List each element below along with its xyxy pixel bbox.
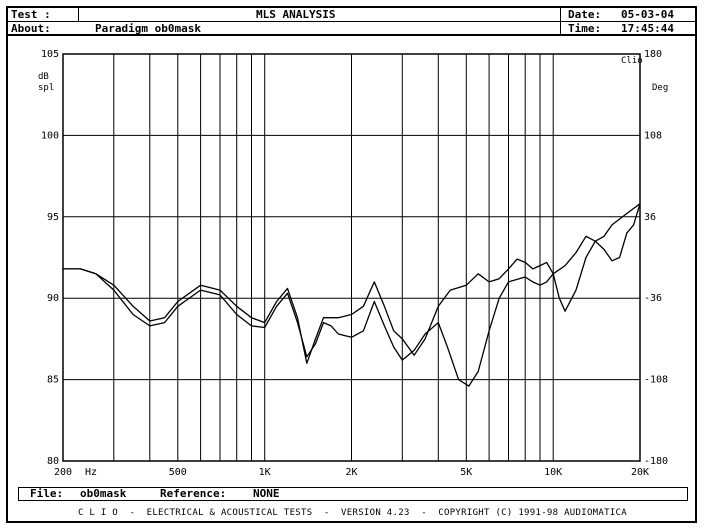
about-label: About:: [11, 22, 51, 35]
tick-label-layer: 105 100 95 90 85 80 180 108 36 -36 -108 -180 200 500 1…: [41, 49, 668, 478]
header-midline: [6, 21, 697, 22]
y-tick-label: 85: [47, 375, 59, 386]
page-title: MLS ANALYSIS: [256, 8, 336, 21]
x-tick-label: 500: [169, 467, 187, 478]
status-bar: C L I O - ELECTRICAL & ACOUSTICAL TESTS …: [78, 508, 627, 518]
y-tick-label: 90: [47, 293, 59, 304]
x-tick-label: 10K: [544, 467, 562, 478]
reference-label: Reference:: [160, 487, 227, 500]
x-tick-label: 20K: [631, 467, 649, 478]
y-axis-label-db: dB: [38, 72, 49, 82]
series-line-2: [63, 203, 641, 364]
header-title-separator: [78, 6, 79, 21]
y2-tick-label: 180: [644, 49, 662, 60]
y2-tick-label: 36: [644, 212, 656, 223]
y2-tick-label: -108: [644, 375, 668, 386]
y-tick-label: 95: [47, 212, 59, 223]
time-label: Time:: [568, 22, 602, 35]
about-value: Paradigm ob0mask: [95, 22, 201, 35]
y2-tick-label: -36: [644, 293, 662, 304]
corner-label: Clio: [621, 56, 643, 66]
y2-tick-label: -180: [644, 456, 668, 467]
file-label: File:: [30, 487, 64, 500]
x-tick-label: 2K: [345, 467, 357, 478]
x-tick-label: 5K: [460, 467, 472, 478]
x-tick-label: 1K: [259, 467, 271, 478]
y-tick-label: 100: [41, 130, 59, 141]
date-value: 05-03-04: [621, 8, 674, 21]
file-info-bar: [18, 487, 688, 501]
y-tick-label: 80: [47, 456, 59, 467]
date-label: Date:: [568, 8, 602, 21]
y2-axis-label: Deg: [652, 83, 668, 93]
reference-value: NONE: [253, 487, 280, 500]
series-line-1: [63, 203, 641, 387]
x-unit-label: Hz: [85, 467, 97, 478]
header-right-separator: [560, 6, 561, 36]
series-layer: [63, 203, 641, 387]
file-value: ob0mask: [80, 487, 127, 500]
test-label: Test :: [11, 8, 51, 21]
y2-tick-label: 108: [644, 130, 662, 141]
y-axis-label-spl: spl: [38, 83, 54, 93]
x-tick-label: 200: [54, 467, 72, 478]
y-tick-label: 105: [41, 49, 59, 60]
grid-layer: [62, 53, 641, 462]
header-divider: [6, 34, 697, 36]
time-value: 17:45:44: [621, 22, 674, 35]
